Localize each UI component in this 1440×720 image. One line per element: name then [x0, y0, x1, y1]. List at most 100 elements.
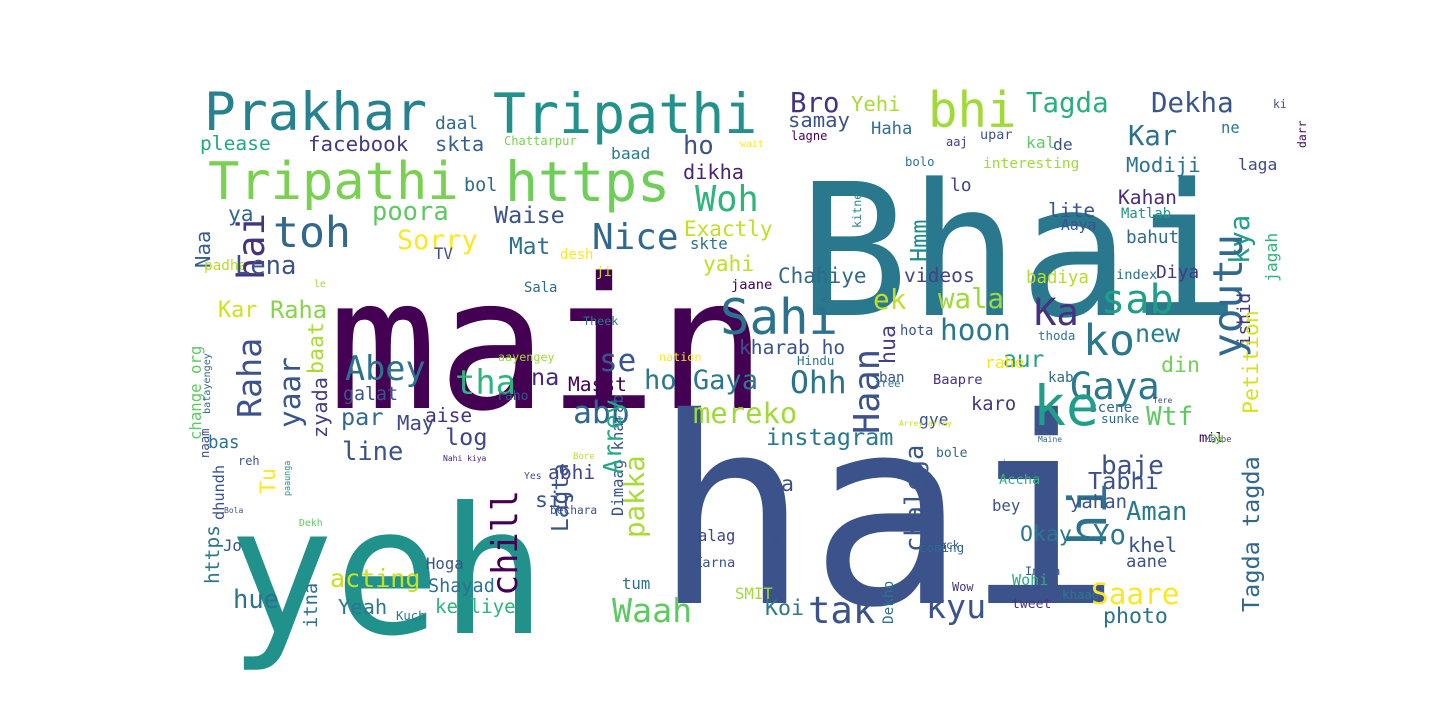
word-cloud-word: Aaya [1061, 216, 1097, 234]
word-cloud-word: samay [788, 108, 850, 133]
word-cloud-word: poora [372, 197, 449, 228]
word-cloud-word: Abey [345, 349, 426, 389]
word-cloud-word: SMIT [735, 584, 773, 604]
word-cloud-word: raho [497, 389, 529, 405]
word-cloud-word: toh [273, 208, 351, 259]
word-cloud-word: aayengey [498, 350, 555, 365]
word-cloud-word: tak [808, 588, 876, 633]
word-cloud-word: photo [1103, 604, 1168, 630]
word-cloud-word: thoda [1038, 327, 1076, 343]
word-cloud-word: Sahi [720, 288, 839, 346]
word-cloud-word: Masst [568, 373, 627, 397]
word-cloud-word: Tu [256, 468, 281, 494]
word-cloud-word: ke liye [435, 595, 516, 619]
word-cloud-word: reh [238, 454, 260, 468]
word-cloud-word: coming [919, 539, 965, 555]
word-cloud-word: ban [879, 369, 905, 386]
word-cloud-word: sab [1101, 276, 1174, 323]
word-cloud-word: wait [740, 139, 764, 151]
word-cloud-word: Kar [218, 298, 258, 324]
word-cloud-word: sir [535, 488, 574, 514]
word-cloud-word: de [1053, 134, 1073, 154]
word-cloud-word: yeh [228, 468, 547, 675]
word-cloud-word: Sala [524, 280, 558, 297]
word-cloud-word: upar [980, 126, 1013, 143]
word-cloud-word: Yeah [338, 594, 388, 619]
word-cloud-word: pakka [620, 455, 651, 538]
word-cloud-word: aise [425, 404, 473, 428]
word-cloud-word: Yo [1093, 520, 1127, 552]
word-cloud-word: Shayad [428, 575, 495, 597]
word-cloud-word: yahan [1070, 490, 1128, 513]
word-cloud-word: Accha [999, 472, 1041, 489]
word-cloud-word: Petition [1239, 310, 1264, 414]
word-cloud-word: instagram [766, 423, 894, 452]
word-cloud-word: hoon [940, 313, 1011, 348]
word-cloud-word: tum [622, 574, 651, 594]
word-cloud-word: par [341, 403, 384, 432]
word-cloud-word: interesting [983, 154, 1080, 172]
word-cloud-word: Hoga [426, 554, 464, 574]
word-cloud-word: ke [1033, 373, 1100, 438]
word-cloud-word: Nahi kiya [443, 454, 487, 463]
word-cloud-word: hue [233, 585, 280, 616]
word-cloud-word: Dekho [881, 580, 897, 624]
word-cloud-word: jagah [1262, 232, 1281, 282]
word-cloud-word: Ohh [790, 365, 847, 402]
word-cloud-word: Waah [612, 591, 693, 631]
word-cloud-word: bey [992, 496, 1021, 516]
word-cloud-word: Tripathi [493, 81, 758, 146]
word-cloud-word: new [1135, 319, 1181, 349]
word-cloud-word: khel [1128, 532, 1178, 557]
word-cloud-word: Prakhar [204, 81, 427, 143]
word-cloud-word: Exactly [684, 216, 773, 241]
word-cloud-word: acting [330, 564, 421, 594]
word-cloud-word: Baapre [933, 372, 983, 389]
word-cloud-word: index [1116, 267, 1158, 284]
word-cloud-word: Jo [223, 536, 242, 556]
word-cloud-word: bhi [928, 81, 1017, 139]
word-cloud-word: ki [1273, 97, 1287, 112]
word-cloud-word: https [201, 525, 224, 584]
word-cloud-word: aane [1126, 552, 1168, 573]
word-cloud-word: tree [875, 376, 901, 390]
word-cloud-word: batayengey [202, 353, 213, 414]
word-cloud-word: Lagta [548, 463, 574, 532]
word-cloud-word: alag [698, 527, 736, 546]
word-cloud-word: bahut [1126, 228, 1180, 249]
word-cloud-word: Mat [509, 233, 551, 260]
word-cloud-word: zyada [308, 377, 332, 438]
word-cloud-word: Yes [524, 471, 542, 483]
word-cloud-word: Dekha [1151, 88, 1234, 120]
word-cloud-word: ne [1221, 118, 1240, 137]
word-cloud-word: gye [919, 409, 949, 429]
word-cloud-word: ji [596, 265, 612, 281]
word-cloud-word: daal [435, 112, 479, 134]
word-cloud-word: line [342, 437, 404, 468]
word-cloud-word: yaar [273, 357, 307, 428]
word-cloud-word: lite [1048, 199, 1096, 223]
word-cloud-word: sunke [1101, 411, 1140, 427]
word-cloud-word: mereko [693, 395, 798, 430]
word-cloud-word: Chahiye [778, 263, 867, 288]
word-cloud-word: Dekh [299, 518, 323, 530]
word-cloud-word: Waise [494, 201, 565, 230]
word-cloud-word: Wtf [1146, 401, 1194, 432]
word-cloud-word: Modiji [1126, 152, 1201, 177]
word-cloud-word: Kaun [772, 528, 782, 550]
word-cloud-word: Karna [694, 555, 736, 572]
word-cloud-word: hota [900, 323, 934, 340]
word-cloud-word: Raha [270, 296, 328, 325]
word-cloud-word: hai [653, 362, 1123, 665]
word-cloud-word: Diya [1156, 262, 1200, 284]
word-cloud-word: Tere [1153, 396, 1173, 405]
word-cloud-word: Maybe [1205, 434, 1232, 445]
word-cloud-word: India [1025, 564, 1061, 579]
word-cloud: main Bhai hai yeh Prakhar Tripathi Tripathi htt… [186, 81, 1309, 665]
word-cloud-word: ho [683, 131, 714, 162]
word-cloud-word: tha [455, 363, 516, 403]
word-cloud-word: bas [208, 433, 240, 454]
word-cloud-word: Tagda tagda [1237, 456, 1265, 612]
word-cloud-word: itna [301, 582, 322, 628]
word-cloud-word: darr [1295, 120, 1309, 148]
